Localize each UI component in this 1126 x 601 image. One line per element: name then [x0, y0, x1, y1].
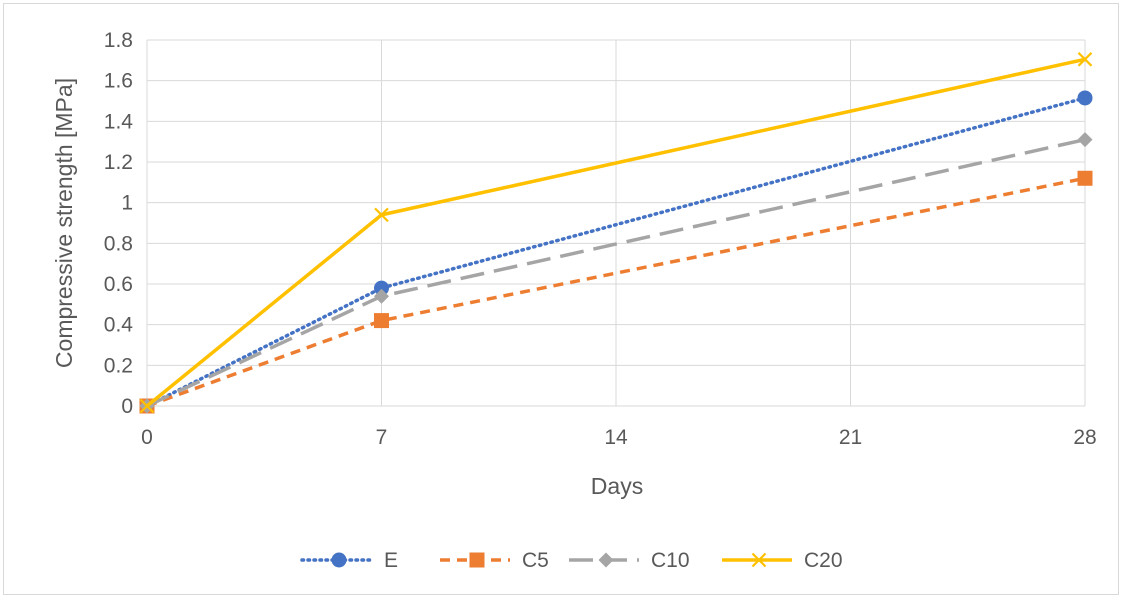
series-lines — [139, 52, 1093, 414]
legend: E C5 C10 C20 — [300, 549, 843, 572]
data-point-c20 — [1077, 52, 1093, 67]
x-tick-label: 0 — [141, 426, 153, 449]
x-axis-title: Days — [591, 473, 643, 499]
data-point-c5 — [1077, 170, 1093, 186]
x-tick-label: 28 — [1073, 426, 1096, 449]
legend-item-c10: C10 — [569, 549, 690, 572]
y-tick-label: 1 — [121, 192, 133, 215]
data-point-c20 — [374, 207, 389, 223]
data-point-c10 — [374, 288, 389, 304]
y-axis-ticks: 0 0.2 0.4 0.6 0.8 1 1.2 1.4 1.6 1.8 — [104, 29, 134, 418]
y-tick-label: 0 — [121, 395, 133, 418]
legend-label-c10: C10 — [651, 549, 690, 572]
data-point-c20 — [139, 398, 155, 414]
legend-marker-c5 — [469, 552, 485, 568]
x-tick-label: 21 — [839, 426, 862, 449]
legend-item-c20: C20 — [722, 549, 843, 572]
y-axis-title: Compressive strength [MPa] — [51, 78, 77, 368]
legend-item-c5: C5 — [440, 549, 549, 572]
data-point-c10 — [1077, 132, 1093, 148]
legend-marker-c10 — [598, 552, 614, 568]
legend-marker-c20 — [751, 552, 767, 568]
y-tick-label: 1.2 — [104, 151, 133, 174]
legend-label-c5: C5 — [522, 549, 549, 572]
y-tick-label: 1.4 — [104, 110, 134, 133]
y-tick-label: 0.2 — [104, 354, 133, 377]
x-axis-ticks: 0 7 14 21 28 — [141, 426, 1097, 449]
y-tick-label: 0.8 — [104, 232, 133, 255]
series-c20 — [139, 52, 1093, 414]
x-tick-label: 14 — [604, 426, 628, 449]
y-tick-label: 1.8 — [104, 29, 133, 52]
chart-frame — [3, 3, 1119, 595]
data-point-e — [1077, 90, 1093, 106]
y-tick-label: 0.6 — [104, 273, 133, 296]
legend-label-c20: C20 — [804, 549, 843, 572]
data-point-c5 — [374, 313, 389, 329]
x-tick-label: 7 — [376, 426, 388, 449]
y-tick-label: 0.4 — [104, 314, 134, 337]
data-point-e — [374, 280, 389, 296]
legend-marker-e — [331, 552, 347, 568]
y-tick-label: 1.6 — [104, 70, 133, 93]
legend-item-e: E — [300, 549, 398, 572]
legend-label-e: E — [384, 549, 398, 572]
